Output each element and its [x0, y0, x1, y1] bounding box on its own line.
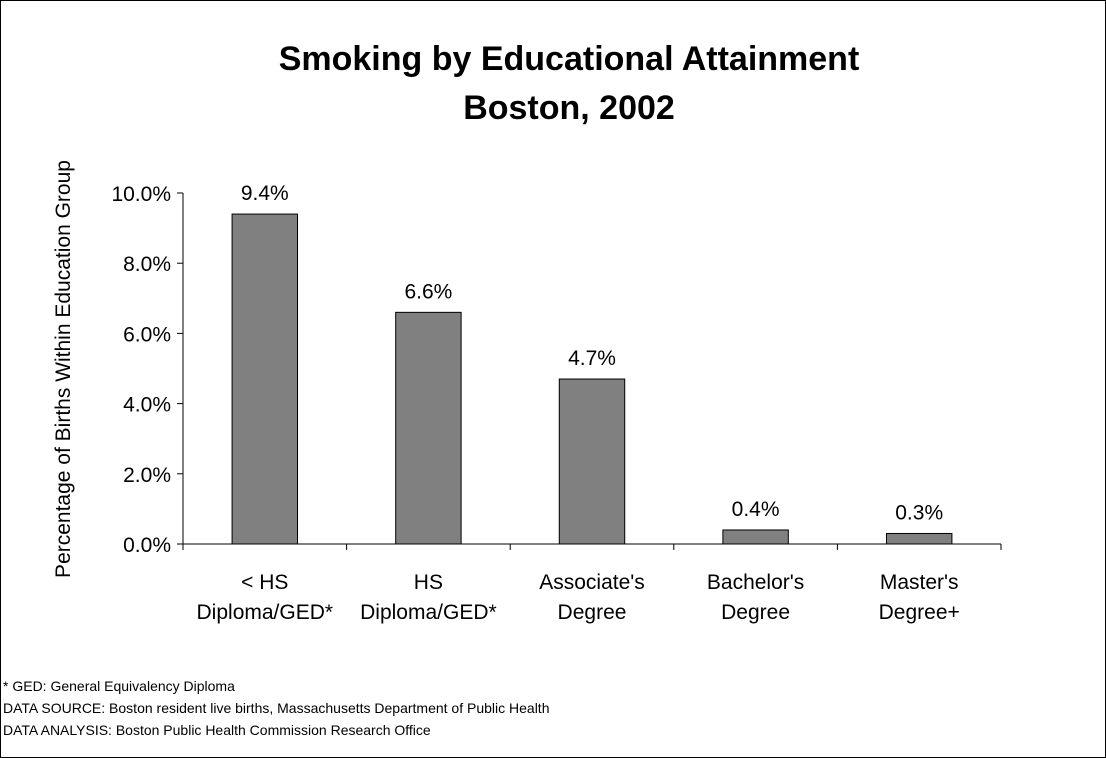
bar: [395, 311, 462, 545]
bar: [231, 213, 299, 545]
data-label: 6.6%: [404, 280, 452, 303]
y-tick-label: 6.0%: [123, 323, 171, 346]
data-label: 0.4%: [732, 498, 780, 521]
category-label: Degree: [558, 601, 627, 624]
footnote-data-analysis: DATA ANALYSIS: Boston Public Health Comm…: [3, 722, 431, 738]
footnotes: * GED: General Equivalency Diploma DATA …: [3, 675, 550, 741]
data-label: 9.4%: [241, 182, 289, 205]
chart-title-line-1: Smoking by Educational Attainment: [279, 40, 860, 78]
category-label: Diploma/GED*: [360, 601, 497, 624]
footnote-data-source: DATA SOURCE: Boston resident live births…: [3, 700, 550, 716]
data-label: 0.3%: [895, 501, 943, 524]
y-tick-label: 8.0%: [123, 253, 171, 276]
category-label: Associate's: [539, 571, 645, 594]
category-label: Diploma/GED*: [197, 601, 334, 624]
plot-area: 0.0% 2.0% 4.0% 6.0% 8.0% 10.0% 9.4% < HS Diploma…: [111, 182, 1002, 624]
bar: [885, 532, 953, 545]
y-tick-label: 4.0%: [123, 394, 171, 417]
category-label: Degree+: [879, 601, 960, 624]
category-label: Degree: [721, 601, 790, 624]
category-label: < HS: [241, 571, 288, 594]
category-label: HS: [414, 571, 443, 594]
bar: [722, 529, 789, 545]
y-axis-label: Percentage of Births Within Education Gr…: [52, 160, 75, 578]
bar: [558, 378, 626, 545]
category-label: Bachelor's: [707, 571, 804, 594]
y-tick-label: 10.0%: [111, 183, 171, 206]
y-tick-label: 0.0%: [123, 534, 171, 557]
y-tick-label: 2.0%: [123, 464, 171, 487]
category-label: Master's: [880, 571, 959, 594]
chart-title-line-2: Boston, 2002: [463, 89, 675, 127]
data-label: 4.7%: [568, 347, 616, 370]
footnote-ged: * GED: General Equivalency Diploma: [3, 678, 235, 694]
